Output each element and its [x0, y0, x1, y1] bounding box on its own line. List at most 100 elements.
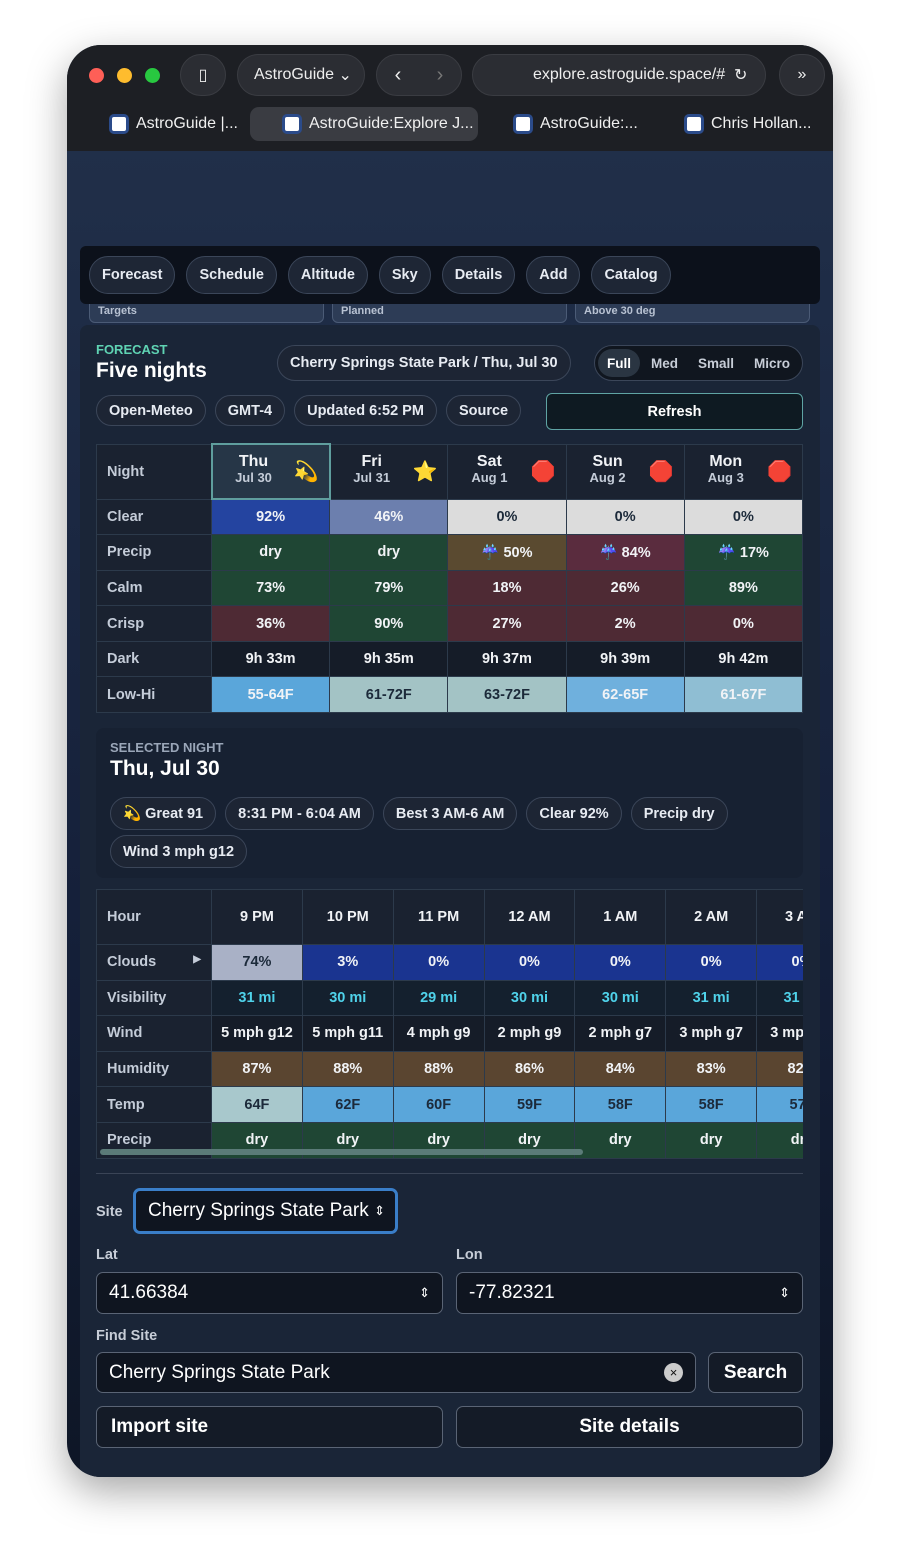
selected-chip: Best 3 AM-6 AM [382, 797, 518, 830]
night-column[interactable]: Mon Aug 3 🛑 [683, 443, 804, 500]
title: Five nights [96, 359, 207, 382]
site-select[interactable]: Cherry Springs State Park ⇕ [133, 1188, 398, 1234]
nav-button[interactable]: Sky [378, 256, 431, 294]
details-button[interactable]: Site details [456, 1406, 803, 1448]
more-tabs[interactable]: » [779, 54, 825, 96]
night-row: Crisp 36% 90% 27% 2% 0% [96, 605, 804, 642]
size-option[interactable]: Micro [754, 355, 791, 371]
sidebar-button[interactable]: ▯ [180, 54, 226, 96]
size-option[interactable]: Small [698, 355, 735, 371]
night-column[interactable]: Sat Aug 1 🛑 [447, 443, 567, 500]
hour-cell: 30 mi [301, 979, 394, 1017]
nav-button[interactable]: Details [441, 256, 516, 294]
night-column[interactable]: Sun Aug 2 🛑 [565, 443, 685, 500]
header-label: Night [96, 443, 212, 500]
hour-cell: 3% [301, 944, 394, 981]
date: Jul 31 [353, 469, 391, 485]
night-day: Sun Aug 2 [567, 453, 648, 486]
selected-chip: Wind 3 mph g12 [110, 835, 248, 868]
stat-label: Above 30 deg [584, 305, 656, 317]
tab[interactable]: Chris Hollan... [684, 107, 833, 141]
night-column[interactable]: Thu Jul 30 💫 [210, 443, 331, 500]
lon-input[interactable]: -77.82321 ⇕ [456, 1272, 803, 1314]
nav-button[interactable]: Catalog [591, 256, 671, 294]
nav-button[interactable]: Altitude [287, 256, 368, 294]
date: Jul 30 [235, 470, 272, 485]
selected-panel: SELECTED NIGHT Thu, Jul 30 💫 Great 91 8:3… [96, 728, 803, 878]
night-icon: ⭐ [412, 460, 438, 483]
close[interactable] [89, 68, 104, 83]
night-cell: 0% [565, 498, 685, 536]
night-day: Mon Aug 3 [685, 452, 766, 486]
hour-cell: 74% [211, 944, 303, 981]
night-row: Precip dry dry ☔ 50% ☔ 84% ☔ 17% [96, 534, 804, 571]
hour-cell: 83% [665, 1050, 758, 1088]
import-button[interactable]: Import site [96, 1406, 443, 1448]
row-label: Wind [96, 1015, 212, 1052]
row-label: Clouds ▶ [96, 944, 212, 981]
hour-cell: 5 mph g12 [211, 1015, 303, 1052]
history-buttons[interactable]: ‹ › [376, 54, 462, 96]
source-chip[interactable]: Source [445, 395, 522, 426]
profile-menu[interactable]: AstroGuide ⌄ [237, 54, 365, 96]
hour-cell: 58F [574, 1086, 667, 1123]
hour-cell: dry [665, 1121, 758, 1159]
stat-label: Planned [341, 305, 384, 317]
selected-kicker: SELECTED NIGHT [110, 740, 224, 755]
tab-title: AstroGuide:... [540, 115, 638, 132]
hour: 12 AM [483, 889, 576, 945]
hour-cell: 30 mi [574, 979, 667, 1017]
location[interactable]: Cherry Springs State Park / Thu, Jul 30 [277, 345, 571, 381]
night-cell: 0% [683, 605, 804, 642]
address-bar[interactable]: explore.astroguide.space/# ↻ [472, 54, 766, 96]
date: Aug 2 [589, 469, 626, 485]
nav-button[interactable]: Schedule [186, 256, 277, 294]
size-option[interactable]: Full [598, 349, 640, 377]
night-cell: ☔ 84% [565, 534, 685, 571]
night-row: Low-Hi 55-64F 61-72F 63-72F 62-65F 61-67F [96, 676, 804, 714]
selected-chips: 💫 Great 91 8:31 PM - 6:04 AM Best 3 AM-6 A… [110, 797, 770, 868]
label-text: Visibility [107, 989, 167, 1006]
size-option[interactable]: Med [651, 355, 678, 371]
hour-cell: 57F [756, 1086, 803, 1123]
source-chip: Open-Meteo [96, 395, 206, 426]
row-label: Calm [96, 569, 212, 607]
tab[interactable]: AstroGuide |... [109, 107, 255, 141]
tab[interactable]: AstroGuide:... [513, 107, 657, 141]
night-cell: dry [329, 534, 449, 571]
hour-cell: 0% [756, 944, 803, 981]
label-text: Wind [107, 1025, 143, 1042]
hour-cell: 88% [392, 1050, 485, 1088]
hour-cell: 5 mph g11 [301, 1015, 394, 1052]
day: Mon [709, 452, 743, 470]
minimize[interactable] [117, 68, 132, 83]
nav-button[interactable]: Forecast [89, 256, 176, 294]
size-toggle: Full Med Small Micro [594, 345, 803, 381]
find-input[interactable]: Cherry Springs State Park × [96, 1352, 696, 1393]
tab[interactable]: AstroGuide:Explore J... [250, 107, 478, 141]
night-cell: 27% [447, 605, 567, 642]
night-cell: 92% [210, 498, 331, 536]
label-text: Precip [107, 1132, 152, 1149]
lat-input[interactable]: 41.66384 ⇕ [96, 1272, 443, 1314]
nav: Forecast Schedule Altitude Sky Details Add Cat… [89, 256, 671, 294]
hour-row: Visibility 31 mi 30 mi 29 mi 30 mi 30 mi 31 mi… [96, 979, 803, 1017]
tab-icon [513, 114, 533, 134]
row-label: Precip [96, 534, 212, 571]
hour: 10 PM [301, 889, 394, 945]
scrollbar[interactable] [100, 1149, 583, 1155]
content: 7Targets8h 20mPlanned2Above 30 deg Forec… [67, 151, 833, 1477]
lat-value: 41.66384 [109, 1282, 189, 1303]
hour-cell: 64F [211, 1086, 303, 1123]
refresh-button[interactable]: Refresh [546, 393, 803, 430]
expand[interactable]: ▶ [193, 954, 201, 966]
selected-chip: 💫 Great 91 [110, 797, 217, 830]
night-cell: ☔ 17% [683, 534, 804, 571]
night-column[interactable]: Fri Jul 31 ⭐ [329, 443, 449, 500]
search-button[interactable]: Search [708, 1352, 803, 1393]
zoom[interactable] [145, 68, 160, 83]
nav-button[interactable]: Add [526, 256, 581, 294]
hour-cell: 2 mph g9 [483, 1015, 576, 1052]
